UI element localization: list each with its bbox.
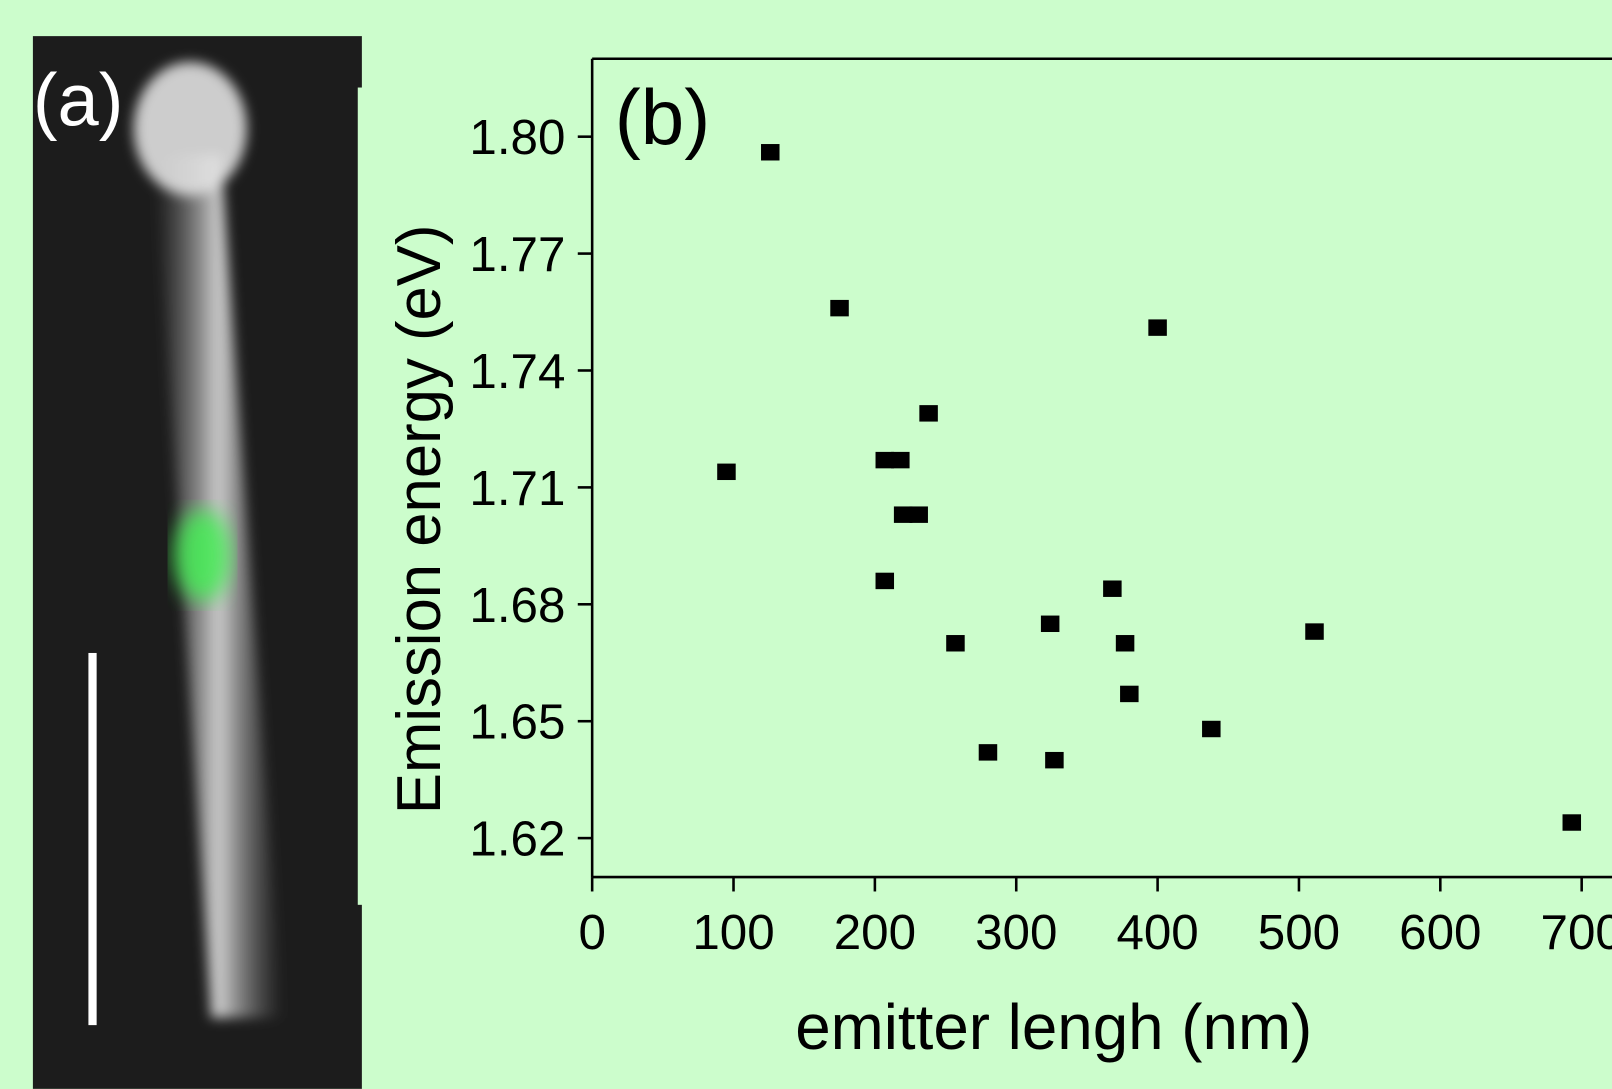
- y-tick-label: 1.65: [469, 695, 565, 750]
- y-tick-label: 1.62: [469, 812, 565, 867]
- y-tick-label: 1.77: [469, 227, 565, 282]
- data-point: [1103, 580, 1122, 597]
- data-point: [1305, 623, 1324, 640]
- data-point: [1045, 751, 1064, 769]
- micrograph: (a): [32, 36, 364, 1089]
- data-point: [875, 572, 895, 590]
- y-tick-label: 1.71: [469, 461, 565, 516]
- x-tick-label: 100: [692, 905, 774, 960]
- x-tick-label: 500: [1258, 905, 1340, 960]
- data-point: [909, 506, 928, 523]
- x-tick-label: 700: [1541, 905, 1612, 960]
- emitter-spot: [173, 509, 232, 602]
- data-point: [1202, 720, 1221, 738]
- data-point: [1040, 615, 1060, 633]
- x-tick-label: 600: [1399, 905, 1481, 960]
- x-tick-label: 0: [578, 905, 605, 960]
- data-point: [875, 451, 895, 469]
- data-point: [946, 635, 965, 652]
- data-point: [891, 451, 910, 469]
- x-tick-label: 200: [834, 905, 916, 960]
- y-tick-label: 1.74: [469, 344, 565, 399]
- x-tick-label: 300: [975, 905, 1057, 960]
- data-point: [978, 744, 998, 761]
- data-point: [893, 506, 913, 523]
- panel-label: (a): [33, 59, 123, 142]
- x-tick-label: 400: [1116, 905, 1198, 960]
- data-point: [1120, 685, 1139, 703]
- data-point: [1115, 635, 1135, 652]
- y-axis-label: Emission energy (eV): [385, 225, 454, 815]
- data-point: [1148, 319, 1167, 336]
- y-tick-label: 1.68: [469, 578, 565, 633]
- scale-bar: [88, 652, 97, 1026]
- data-point: [717, 463, 736, 481]
- x-axis-label: emitter lengh (nm): [795, 991, 1312, 1063]
- data-point: [1562, 814, 1582, 831]
- data-point: [761, 144, 780, 161]
- data-point: [919, 405, 938, 422]
- data-point: [830, 299, 849, 317]
- panel-label: (b): [615, 73, 710, 161]
- image-edge: [357, 87, 364, 905]
- y-tick-label: 1.80: [469, 110, 565, 165]
